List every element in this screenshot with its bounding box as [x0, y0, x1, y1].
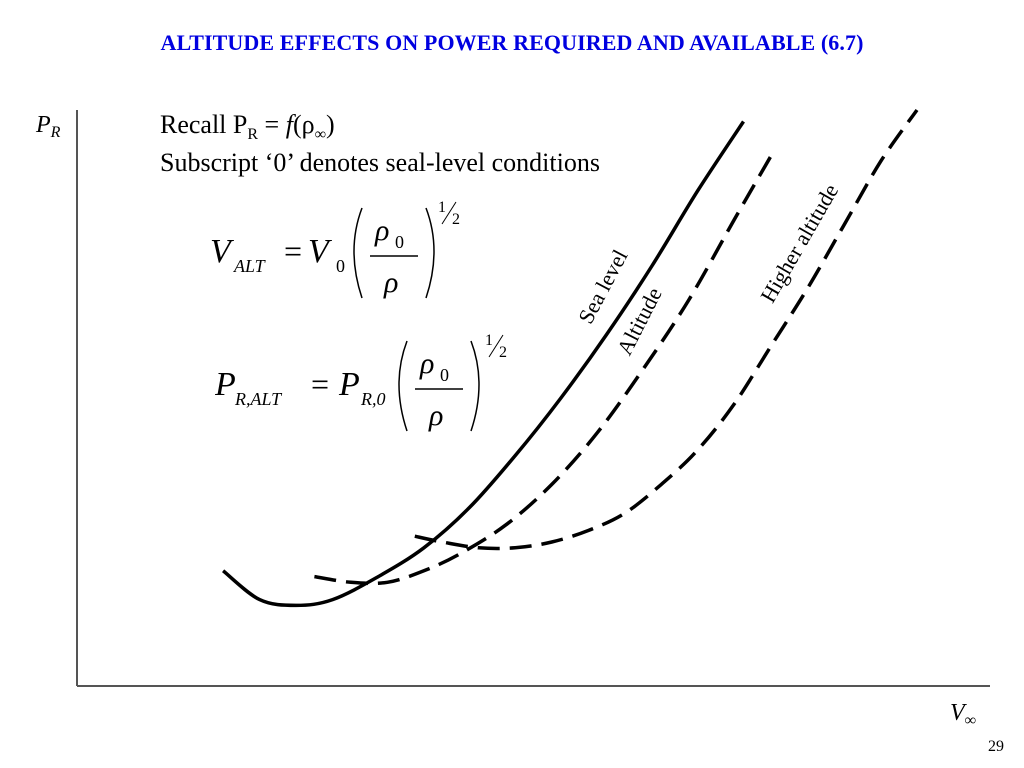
eq2-rhs: P — [338, 366, 360, 403]
eq2-rhs-sub: R,0 — [360, 389, 386, 409]
eq2-exponent-den: 2 — [499, 344, 507, 361]
eq1-lhs-sub: ALT — [233, 256, 267, 276]
series-label-sea-level: Sea level — [573, 245, 633, 327]
eq2-lhs-sub: R,ALT — [234, 389, 283, 409]
slide-title: ALTITUDE EFFECTS ON POWER REQUIRED AND A… — [160, 30, 864, 55]
eq2-numerator-sub: 0 — [440, 365, 449, 385]
eq2-lhs: P — [215, 366, 236, 403]
series-label-altitude: Altitude — [612, 283, 667, 359]
eq2-right-paren — [470, 340, 480, 432]
eq1-lhs: V — [210, 233, 235, 270]
eq1-numerator-sub: 0 — [395, 232, 404, 252]
recall-note: Recall PR = f(ρ∞) — [160, 110, 335, 143]
eq2-equals: = — [311, 366, 329, 402]
eq1-equals: = — [284, 233, 302, 269]
eq2-exponent-slash — [488, 334, 504, 358]
x-axis-label: V∞ — [950, 700, 976, 729]
eq2-numerator: ρ — [419, 347, 434, 380]
eq1-exponent-slash — [441, 201, 457, 225]
subscript-note: Subscript ‘0’ denotes seal-level conditi… — [160, 148, 600, 177]
series-line-sea-level — [221, 120, 745, 608]
eq1-exponent-num: 1 — [438, 199, 446, 216]
page-number: 29 — [988, 738, 1004, 755]
eq1-rhs-sub: 0 — [336, 256, 345, 276]
series-label-higher-altitude: Higher altitude — [755, 179, 843, 306]
eq1-rhs: V — [308, 233, 333, 270]
series-line-higher-altitude — [414, 108, 919, 551]
y-axis-label: PR — [35, 112, 61, 141]
chart-series — [221, 108, 919, 608]
power-altitude-equation: P R,ALT = P R,0 ρ 0 ρ 1 2 — [215, 332, 507, 432]
eq1-denominator: ρ — [383, 266, 398, 299]
eq1-right-paren — [425, 207, 435, 299]
eq2-denominator: ρ — [428, 399, 443, 432]
eq1-left-paren — [353, 207, 363, 299]
chart-axes — [76, 110, 990, 687]
series-line-altitude — [314, 155, 773, 586]
velocity-altitude-equation: V ALT = V 0 ρ 0 ρ 1 2 — [210, 199, 460, 299]
eq1-numerator: ρ — [374, 214, 389, 247]
eq2-left-paren — [398, 340, 408, 432]
eq1-exponent-den: 2 — [452, 211, 460, 228]
eq2-exponent-num: 1 — [485, 332, 493, 349]
